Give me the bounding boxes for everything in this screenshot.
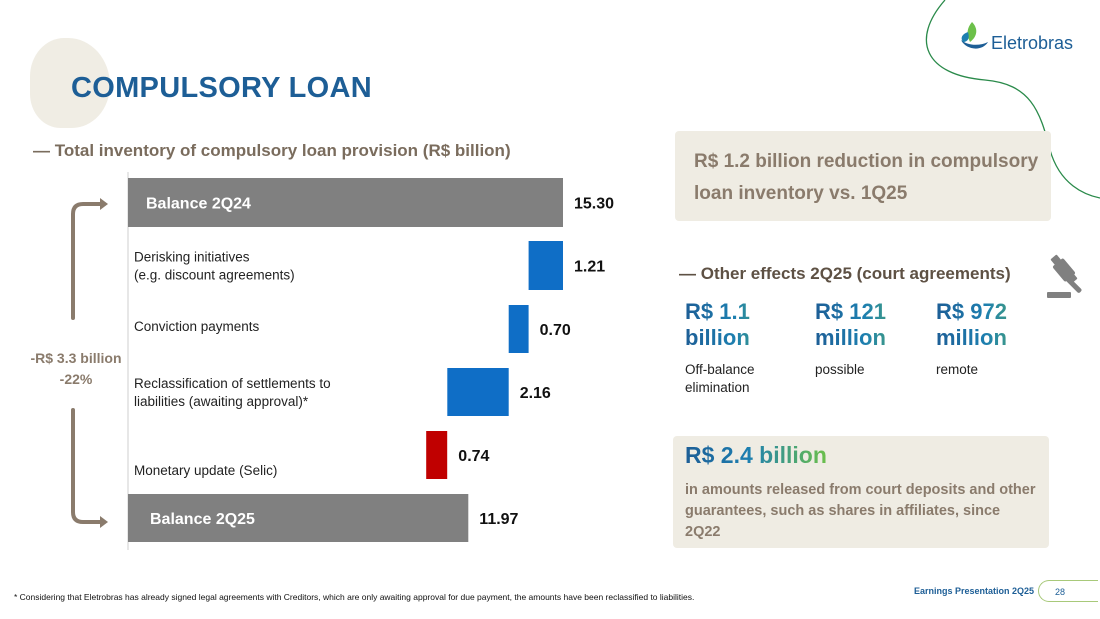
category-label-balance-2q24: Balance 2Q24 [146, 196, 251, 213]
other-effects-heading: — Other effects 2Q25 (court agreements) [679, 264, 1011, 283]
effect-item-remote: R$ 972 million remote [936, 299, 1046, 379]
data-label-reclassification-of-settlements-to: 2.16 [520, 385, 551, 402]
effect-description: remote [936, 362, 979, 377]
category-label-reclassification-of-settlements-to: Reclassification of settlements to liabil… [134, 376, 331, 409]
bracket-arrow-icon [71, 198, 108, 528]
gavel-icon [1047, 254, 1082, 298]
released-text: in amounts released from court deposits … [685, 482, 1036, 540]
chart-title: — Total inventory of compulsory loan pro… [33, 141, 511, 160]
eletrobras-logo-icon [961, 22, 988, 49]
effect-description: possible [815, 362, 865, 377]
summary-text: R$ 1.2 billion reduction in compulsory l… [694, 151, 1039, 204]
page-title: COMPULSORY LOAN [71, 72, 372, 104]
data-label-balance-2q24: 15.30 [574, 196, 614, 213]
total-change: -R$ 3.3 billion -22% [6, 348, 146, 390]
bar-balance-2q25 [128, 494, 469, 542]
category-label-monetary-update-selic: Monetary update (Selic) [134, 463, 277, 478]
bar-derisking-initiatives [528, 241, 563, 290]
data-label-derisking-initiatives: 1.21 [574, 259, 605, 276]
total-change-amount: -R$ 3.3 billion [30, 350, 122, 366]
bar-monetary-update-selic [426, 431, 448, 479]
released-amount: R$ 2.4 billion [685, 442, 827, 468]
effect-amount: R$ 1.1 billion [685, 299, 795, 351]
released-box [673, 436, 1049, 548]
effect-item-off-balance: R$ 1.1 billion Off-balance elimination [685, 299, 795, 397]
effect-description: Off-balance elimination [685, 362, 755, 395]
data-label-monetary-update-selic: 0.74 [458, 448, 489, 465]
category-label-conviction-payments: Conviction payments [134, 319, 260, 334]
footnote: * Considering that Eletrobras has alread… [14, 592, 695, 602]
data-label-balance-2q25: 11.97 [479, 511, 518, 528]
summary-box [675, 131, 1051, 221]
effect-amount: R$ 972 million [936, 299, 1046, 351]
waterfall-chart: 15.30 Balance 2Q24 1.21 Derisking initiativ… [71, 172, 614, 550]
effect-amount: R$ 121 million [815, 299, 925, 351]
decorative-curve [925, 0, 1100, 199]
total-change-percent: -22% [59, 371, 93, 387]
bar-reclassification-of-settlements-to [447, 368, 509, 416]
category-label-balance-2q25: Balance 2Q25 [150, 511, 255, 528]
data-label-conviction-payments: 0.70 [540, 322, 571, 339]
footer-label: Earnings Presentation 2Q25 [914, 586, 1035, 596]
bar-balance-2q24 [128, 178, 563, 227]
decorative-blob [30, 38, 110, 128]
logo-text: Eletrobras [991, 33, 1074, 53]
bar-conviction-payments [508, 305, 529, 353]
effect-item-possible: R$ 121 million possible [815, 299, 925, 379]
category-label-derisking-initiatives: Derisking initiatives (e.g. discount agre… [134, 250, 295, 283]
page-number: 28 [1038, 580, 1098, 602]
